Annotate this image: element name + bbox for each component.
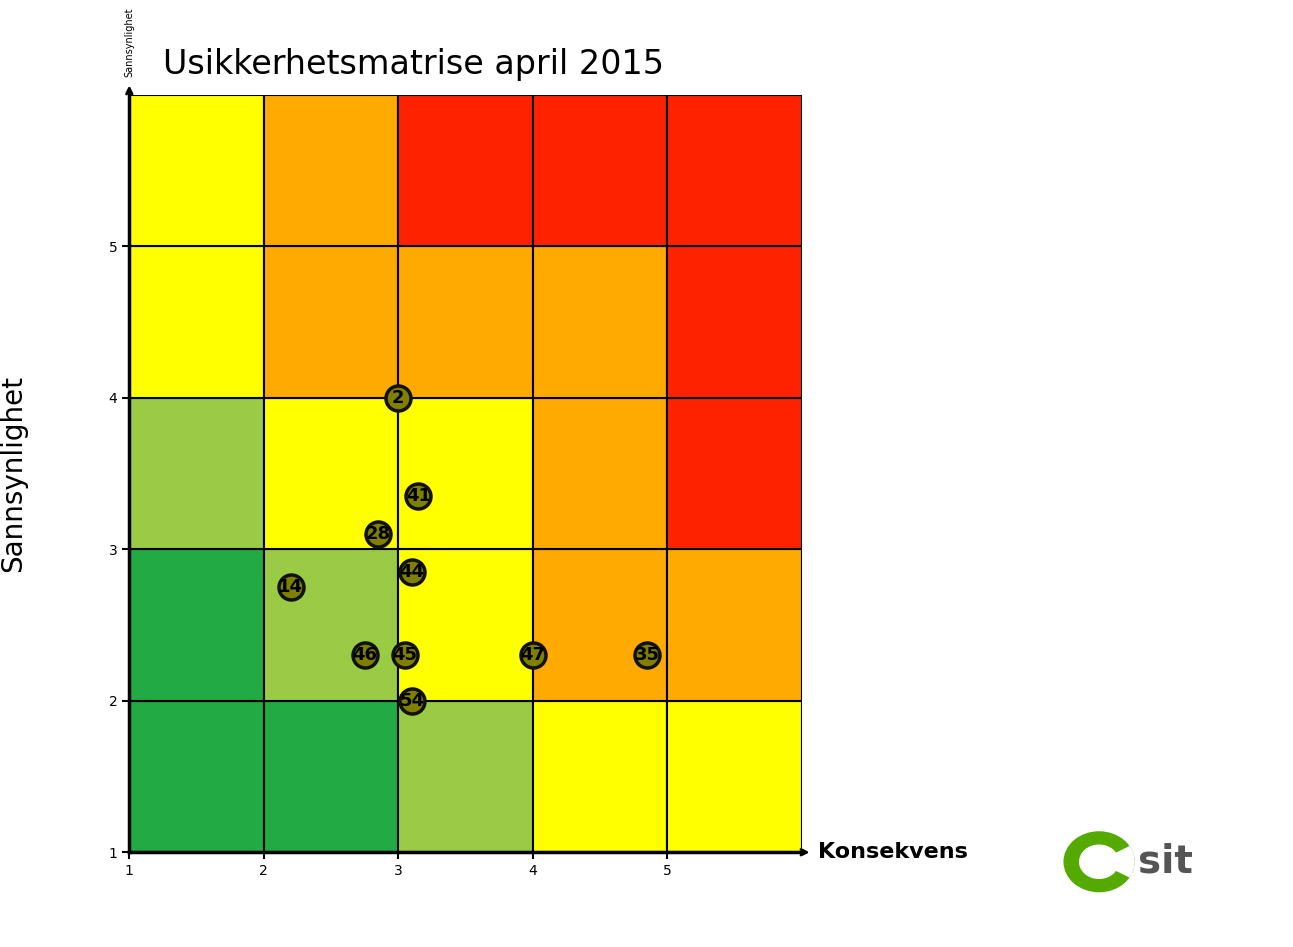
Text: 14: 14 bbox=[278, 578, 303, 597]
Bar bbox=[667, 398, 802, 549]
Bar bbox=[398, 246, 533, 398]
Bar bbox=[129, 398, 264, 549]
Text: 41: 41 bbox=[406, 487, 431, 506]
Bar bbox=[533, 398, 667, 549]
Wedge shape bbox=[1099, 847, 1134, 877]
Bar bbox=[264, 95, 398, 246]
Text: Sannsynlighet: Sannsynlighet bbox=[124, 7, 134, 77]
Bar bbox=[667, 701, 802, 852]
Bar bbox=[533, 246, 667, 398]
Bar bbox=[398, 701, 533, 852]
Bar bbox=[264, 246, 398, 398]
Bar bbox=[398, 398, 533, 549]
Bar bbox=[264, 398, 398, 549]
Text: sit: sit bbox=[1138, 843, 1192, 881]
Text: 47: 47 bbox=[520, 646, 546, 665]
Bar bbox=[129, 701, 264, 852]
Text: 45: 45 bbox=[393, 646, 418, 665]
Bar bbox=[129, 246, 264, 398]
Text: Konsekvens: Konsekvens bbox=[817, 842, 967, 863]
Text: 44: 44 bbox=[400, 563, 424, 581]
Text: 28: 28 bbox=[366, 525, 390, 544]
Circle shape bbox=[1080, 845, 1118, 879]
Bar bbox=[129, 549, 264, 701]
Bar bbox=[533, 701, 667, 852]
Bar bbox=[398, 549, 533, 701]
Bar bbox=[264, 701, 398, 852]
Bar bbox=[533, 95, 667, 246]
Bar bbox=[667, 246, 802, 398]
Text: 54: 54 bbox=[400, 691, 424, 710]
Bar bbox=[667, 549, 802, 701]
Bar bbox=[533, 549, 667, 701]
Bar bbox=[667, 95, 802, 246]
Text: Usikkerhetsmatrise april 2015: Usikkerhetsmatrise april 2015 bbox=[163, 48, 663, 80]
Text: 46: 46 bbox=[352, 646, 378, 665]
Bar bbox=[264, 549, 398, 701]
Bar bbox=[398, 95, 533, 246]
Bar bbox=[129, 95, 264, 246]
Text: 2: 2 bbox=[392, 388, 405, 407]
Circle shape bbox=[1064, 831, 1134, 892]
Text: Sannsynlighet: Sannsynlighet bbox=[0, 375, 27, 572]
Text: 35: 35 bbox=[635, 646, 659, 665]
